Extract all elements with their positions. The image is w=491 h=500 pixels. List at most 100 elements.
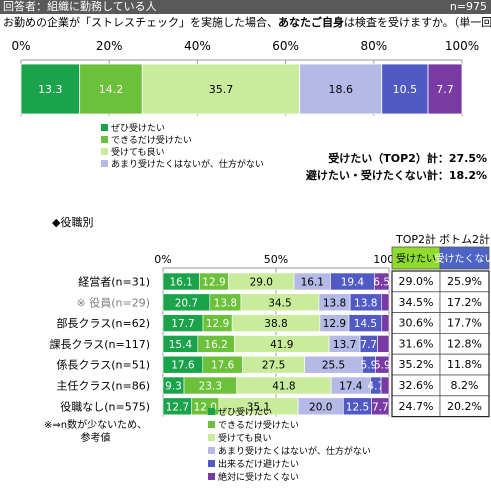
position-bar-value-label: 13.8: [323, 297, 346, 309]
position-bar-value-label: 9.3: [165, 381, 182, 393]
top-bar-value-label: 14.2: [99, 83, 124, 96]
position-x-tick-label: 0%: [154, 253, 171, 266]
table-cell-top2: 24.7%: [399, 400, 434, 413]
legend-swatch: [208, 408, 215, 415]
section-title: ◆役職別: [52, 216, 94, 229]
table-cell-top2: 32.6%: [399, 379, 434, 392]
respondent-label: 回答者：組織に勤務している人: [3, 0, 157, 13]
summary-bottom2: 避けたい・受けたくない計：18.2%: [305, 169, 487, 182]
table-subheader-bottom2-bg: [439, 246, 490, 270]
table-header-bottom2: ボトム2計: [439, 232, 490, 246]
top-legend-item: あまり受けたくはないが、仕方がない: [101, 159, 264, 171]
position-bar-value-label: 12.5: [346, 401, 369, 413]
question-bold: あなたご自身: [278, 16, 344, 29]
position-bar-value-label: 13.7: [333, 339, 356, 351]
legend-swatch: [208, 460, 215, 467]
table-cell-bottom2: 12.8%: [447, 337, 482, 350]
position-bar-value-label: 4.7: [367, 381, 384, 393]
position-bar-segment: [381, 293, 390, 312]
table-cell-bottom2: 8.2%: [451, 379, 479, 392]
position-bar-value-label: 16.1: [301, 277, 324, 289]
bottom-legend-item: 絶対に受けたくない: [208, 472, 371, 485]
position-bar-value-label: 7.7: [360, 339, 377, 351]
position-bar-value-label: 17.4: [339, 381, 363, 393]
top-legend-label: できるだけ受けたい: [111, 136, 192, 146]
sample-size: n=975: [449, 0, 487, 13]
position-bar-value-label: 27.5: [262, 360, 285, 372]
position-bar-value-label: 13.8: [214, 297, 237, 309]
legend-swatch: [101, 136, 108, 143]
table-cell-top2: 31.6%: [399, 337, 434, 350]
position-bar-value-label: 13.8: [354, 297, 377, 309]
table-cell-bottom2: 17.7%: [447, 317, 482, 330]
question-part2: は検査を受けますか。（単一回答）: [344, 16, 491, 29]
table-cell-top2: 30.6%: [399, 317, 434, 330]
table-cell-bottom2: 11.8%: [447, 358, 482, 371]
table-cell-bottom2: 17.2%: [447, 296, 482, 309]
position-bar-value-label: 17.7: [171, 318, 194, 330]
position-bar-value-label: 12.9: [323, 318, 346, 330]
top-legend-item: 受けても良い: [101, 147, 264, 159]
small-sample-note: ※⇒n数が少ないため、 参考値: [44, 419, 147, 445]
bottom-legend-item: できるだけ受けたい: [208, 420, 371, 433]
header-bar: 回答者：組織に勤務している人 n=975: [0, 0, 491, 14]
position-category-label: 経営者(n=31): [78, 275, 150, 289]
position-bar-value-label: 15.4: [169, 339, 193, 351]
top-bar-segment: [299, 63, 383, 115]
bottom-legend-label: できるだけ受けたい: [218, 421, 299, 431]
position-category-label: 部長クラス(n=62): [56, 316, 150, 330]
legend-swatch: [101, 124, 108, 131]
position-bar-value-label: 25.5: [322, 360, 345, 372]
position-bar-value-label: 17.6: [211, 360, 235, 372]
note-line2: 参考値: [80, 433, 111, 444]
position-bar-value-label: 16.1: [169, 277, 192, 289]
position-category-label: ※ 役員(n=29): [77, 295, 150, 309]
position-bar-segment: [381, 314, 390, 332]
top-bar-segment: [141, 63, 301, 115]
position-category-label: 主任クラス(n=86): [56, 380, 150, 393]
top-legend: ぜひ受けたい できるだけ受けたい 受けても良い あまり受けたくはないが、仕方がな…: [101, 123, 264, 171]
position-bar-value-label: 41.9: [270, 339, 293, 351]
position-bar-value-label: 12.9: [202, 277, 225, 289]
summary-top2: 受けたい（TOP2）計：27.5%: [328, 152, 487, 165]
position-category-label: 課長クラス(n=117): [49, 337, 150, 351]
legend-swatch: [208, 434, 215, 441]
top-x-tick-label: 60%: [272, 39, 299, 53]
bottom-legend-label: 出来るだけ避けたい: [218, 460, 300, 470]
top-bar-value-label: 10.5: [393, 83, 418, 96]
bottom-legend-item: 出来るだけ避けたい: [208, 459, 371, 472]
position-bar-segment: [380, 376, 390, 395]
top-bar-value-label: 7.7: [436, 83, 454, 96]
position-bar-value-label: 35.1: [247, 401, 270, 413]
top-x-tick-label: 80%: [360, 39, 387, 53]
position-category-label: 役職なし(n=575): [60, 399, 150, 413]
table-cell-top2: 29.0%: [399, 275, 434, 288]
position-bar-value-label: 17.6: [171, 360, 195, 372]
bottom-legend-item: 受けても良い: [208, 433, 371, 446]
position-bar-value-label: 5.9: [374, 360, 391, 372]
note-line1: ※⇒n数が少ないため、: [44, 420, 148, 431]
top-bar-value-label: 18.6: [328, 83, 353, 96]
top-legend-label: 受けても良い: [111, 148, 165, 158]
bottom-legend-item: ぜひ受けたい: [208, 407, 371, 420]
top-legend-label: ぜひ受けたい: [111, 124, 166, 134]
legend-swatch: [208, 447, 215, 454]
position-x-tick-label: 50%: [264, 253, 288, 266]
top-legend-item: できるだけ受けたい: [101, 135, 264, 147]
top-x-tick-label: 40%: [184, 39, 211, 53]
legend-swatch: [101, 148, 108, 155]
table-cell-top2: 34.5%: [399, 296, 434, 309]
table-cell-bottom2: 20.2%: [447, 400, 482, 413]
legend-swatch: [208, 421, 215, 428]
position-bar-value-label: 6.5: [373, 277, 390, 289]
table-subheader-bottom2: 受けたくない: [435, 253, 491, 265]
top-legend-label: あまり受けたくはないが、仕方がない: [111, 160, 264, 170]
bottom-legend-label: あまり受けたくはないが、仕方がない: [218, 447, 371, 457]
top-bar-segment: [381, 63, 429, 115]
position-bar-value-label: 16.2: [204, 339, 227, 351]
top-x-tick-label: 0%: [11, 39, 30, 53]
table-subheader-top2: 受けたい: [396, 253, 436, 265]
top-bar-segment: [427, 63, 463, 115]
position-bar-value-label: 5.9: [361, 360, 378, 372]
position-bar-value-label: 12.9: [206, 318, 229, 330]
